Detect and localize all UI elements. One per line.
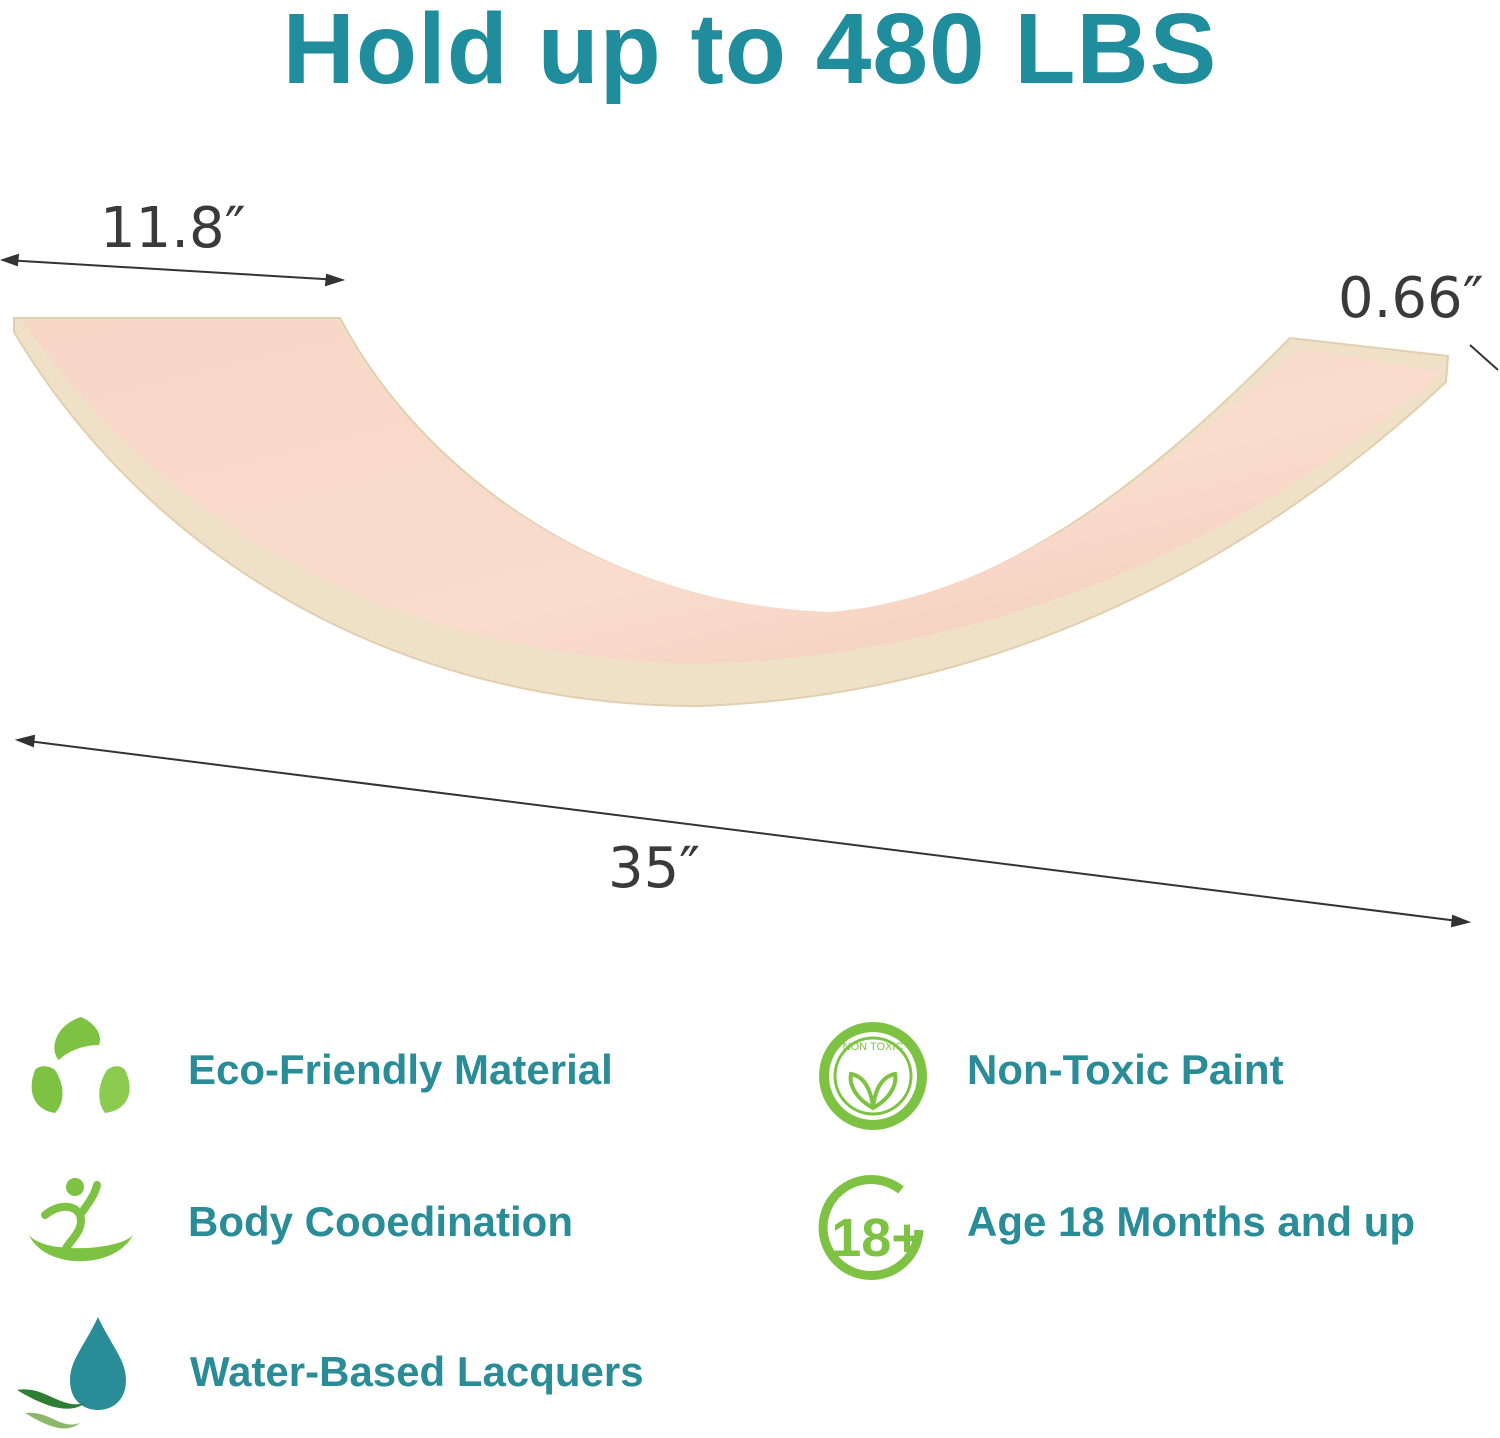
feature-age: Age 18 Months and up <box>967 1198 1416 1245</box>
non-toxic-badge-text: NON TOXIC <box>843 1041 904 1053</box>
balance-figure-icon <box>29 1178 133 1262</box>
width-label: 11.8″ <box>100 196 246 261</box>
width-arrow <box>4 259 341 281</box>
non-toxic-badge-icon: NON TOXIC <box>819 1022 927 1130</box>
feature-non-toxic: Non-Toxic Paint <box>967 1046 1284 1093</box>
balance-board-image <box>0 253 1499 928</box>
length-label: 35″ <box>608 836 701 901</box>
thickness-arrow <box>1469 344 1499 371</box>
thickness-label: 0.66″ <box>1338 266 1484 331</box>
length-arrow <box>19 739 1467 923</box>
feature-water-based: Water-Based Lacquers <box>190 1348 644 1395</box>
headline: Hold up to 480 LBS <box>282 0 1218 105</box>
age-badge-text: 18+ <box>831 1208 923 1268</box>
feature-eco-friendly: Eco-Friendly Material <box>188 1046 613 1093</box>
board-top-surface <box>22 320 1442 664</box>
feature-body-coordination: Body Cooedination <box>188 1198 573 1245</box>
water-drop-icon <box>17 1317 126 1429</box>
age-18-plus-icon: 18+ <box>818 1175 924 1281</box>
dimension-arrows <box>0 253 1499 928</box>
recycle-leaf-icon <box>31 1017 130 1113</box>
